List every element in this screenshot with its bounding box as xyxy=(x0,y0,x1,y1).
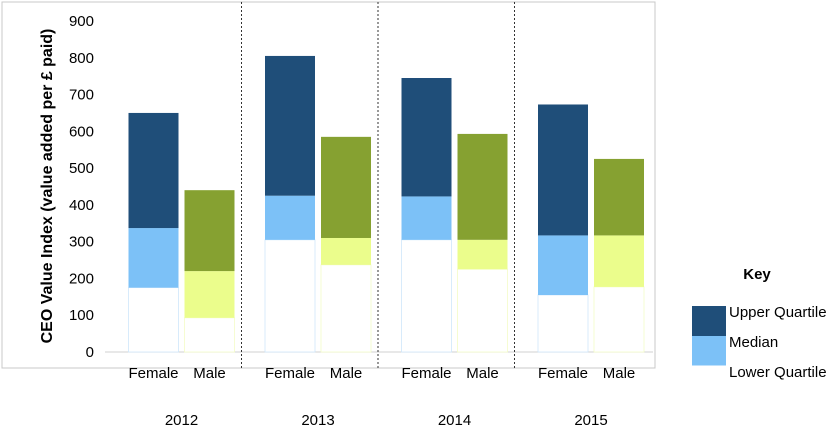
bar-lower-quartile-segment xyxy=(537,294,589,353)
category-label: Male xyxy=(466,365,499,382)
bar-upper-quartile-segment xyxy=(538,104,588,236)
legend: Key Upper Quartile Median Lower Quartile xyxy=(691,266,827,397)
year-labels: 2012 2013 2014 2015 xyxy=(165,412,608,429)
y-tick-label: 500 xyxy=(69,160,94,177)
category-labels: Female Male Female Male Female Male Female Male xyxy=(128,365,635,382)
category-label: Female xyxy=(265,365,315,382)
y-tick-label: 400 xyxy=(69,197,94,214)
bar-upper-quartile-segment xyxy=(265,55,315,196)
legend-swatch xyxy=(692,336,726,366)
category-label: Male xyxy=(193,365,226,382)
legend-title: Key xyxy=(743,266,771,283)
bar-median-segment xyxy=(457,239,508,270)
year-label: 2013 xyxy=(301,412,334,429)
year-label: 2015 xyxy=(574,412,607,429)
y-tick-label: 800 xyxy=(69,50,94,67)
y-tick-label: 200 xyxy=(69,270,94,287)
y-tick-label: 0 xyxy=(86,344,94,361)
year-label: 2014 xyxy=(438,412,471,429)
bar-lower-quartile-segment xyxy=(457,268,508,353)
y-tick-label: 600 xyxy=(69,123,94,140)
bar-upper-quartile-segment xyxy=(457,133,508,240)
bar-median-segment xyxy=(594,235,644,287)
year-separators xyxy=(241,2,515,368)
bars xyxy=(128,55,645,353)
bar-2014-male xyxy=(457,133,508,353)
bar-median-segment xyxy=(538,235,588,295)
bar-2015-male xyxy=(593,158,645,353)
bar-upper-quartile-segment xyxy=(321,136,371,238)
bar-lower-quartile-segment xyxy=(264,239,316,353)
y-axis-label: CEO Value Index (value added per £ paid) xyxy=(39,29,56,344)
bar-lower-quartile-segment xyxy=(184,317,235,353)
category-label: Male xyxy=(603,365,636,382)
bar-lower-quartile-segment xyxy=(593,286,645,353)
bar-2013-male xyxy=(320,136,372,353)
bar-median-segment xyxy=(401,196,452,240)
bar-lower-quartile-segment xyxy=(401,239,452,353)
legend-label: Upper Quartile xyxy=(729,304,827,321)
bar-upper-quartile-segment xyxy=(184,190,235,272)
legend-label: Lower Quartile xyxy=(729,364,827,381)
bar-median-segment xyxy=(128,228,179,288)
bar-2013-female xyxy=(264,55,316,353)
y-axis-ticks: 0 100 200 300 400 500 600 700 800 900 xyxy=(69,13,94,361)
category-label: Male xyxy=(330,365,363,382)
legend-swatch xyxy=(692,306,726,336)
y-tick-label: 900 xyxy=(69,13,94,30)
bar-upper-quartile-segment xyxy=(128,112,179,229)
plot-frame xyxy=(1,1,656,369)
bar-lower-quartile-segment xyxy=(320,264,372,353)
bar-median-segment xyxy=(184,271,235,318)
bar-2012-male xyxy=(184,190,235,353)
legend-swatch xyxy=(691,365,727,397)
legend-label: Median xyxy=(729,334,778,351)
bar-upper-quartile-segment xyxy=(401,78,452,197)
bar-upper-quartile-segment xyxy=(594,158,644,236)
bar-2012-female xyxy=(128,112,179,353)
category-label: Female xyxy=(401,365,451,382)
y-tick-label: 300 xyxy=(69,234,94,251)
category-label: Female xyxy=(128,365,178,382)
bar-median-segment xyxy=(321,237,371,265)
y-tick-label: 100 xyxy=(69,307,94,324)
bar-lower-quartile-segment xyxy=(128,287,179,353)
category-label: Female xyxy=(538,365,588,382)
bar-2015-female xyxy=(537,104,589,353)
bar-2014-female xyxy=(401,78,452,353)
y-tick-label: 700 xyxy=(69,87,94,104)
bar-median-segment xyxy=(265,195,315,240)
year-label: 2012 xyxy=(165,412,198,429)
